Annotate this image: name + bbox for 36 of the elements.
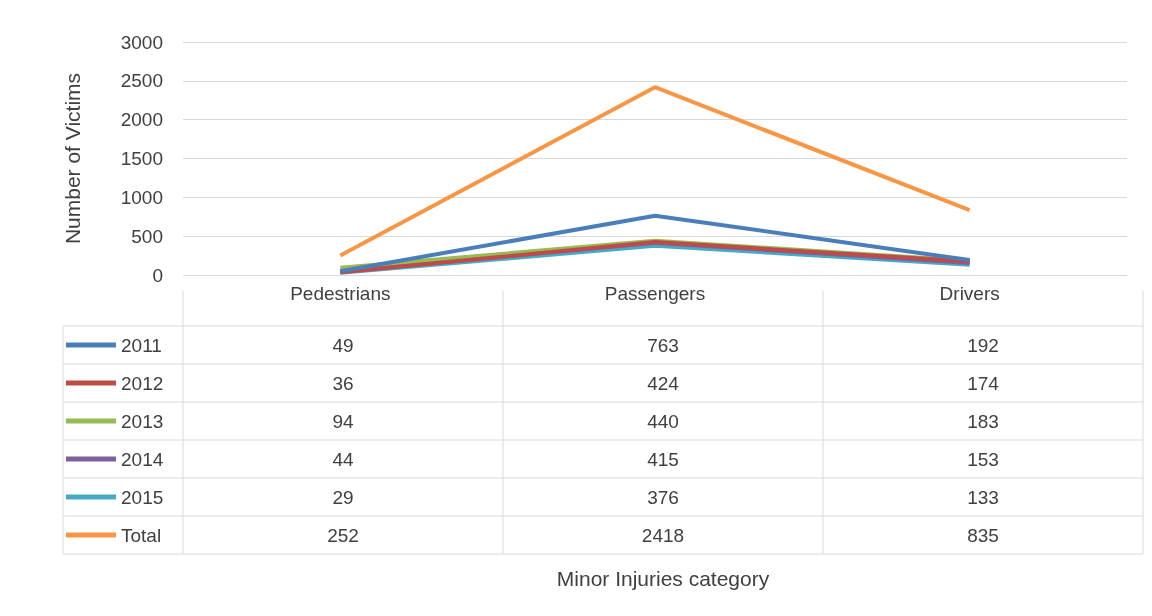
data-label: 835: [967, 524, 999, 546]
data-label: 153: [967, 448, 999, 470]
data-label: 252: [327, 524, 359, 546]
data-label: 440: [647, 410, 679, 432]
data-label: 424: [647, 372, 680, 394]
data-label: 763: [647, 334, 679, 356]
legend-label: 2011: [121, 334, 162, 356]
legend-label: Total: [121, 524, 162, 546]
y-tick-label: 1500: [120, 148, 163, 169]
data-label: 2418: [641, 524, 685, 546]
legend-label: 2015: [121, 486, 164, 508]
x-tick-label: Pedestrians: [290, 283, 391, 304]
legend-label: 2013: [121, 410, 164, 432]
y-tick-label: 2000: [120, 109, 163, 131]
y-tick-label: 500: [131, 225, 163, 247]
y-axis-title: Number of Victims: [61, 72, 84, 245]
data-label: 415: [647, 448, 679, 470]
y-tick-label: 0: [152, 264, 163, 286]
y-tick-label: 2500: [120, 70, 163, 92]
data-label: 133: [967, 486, 999, 508]
y-tick-label: 1000: [120, 186, 163, 208]
x-tick-label: Drivers: [939, 283, 1000, 304]
data-label: 29: [332, 486, 354, 508]
data-label: 44: [332, 448, 354, 470]
data-label: 49: [332, 334, 354, 356]
y-tick-label: 3000: [120, 31, 163, 53]
data-label: 376: [647, 486, 679, 508]
legend-label: 2012: [121, 372, 164, 394]
data-label: 94: [332, 410, 354, 432]
data-label: 183: [967, 410, 999, 432]
data-label: 174: [967, 372, 1000, 394]
data-label: 192: [967, 334, 999, 356]
legend-label: 2014: [121, 448, 164, 470]
data-label: 36: [332, 372, 354, 394]
text: Minor Injuries category: [556, 566, 770, 590]
x-tick-label: Passengers: [604, 283, 706, 304]
